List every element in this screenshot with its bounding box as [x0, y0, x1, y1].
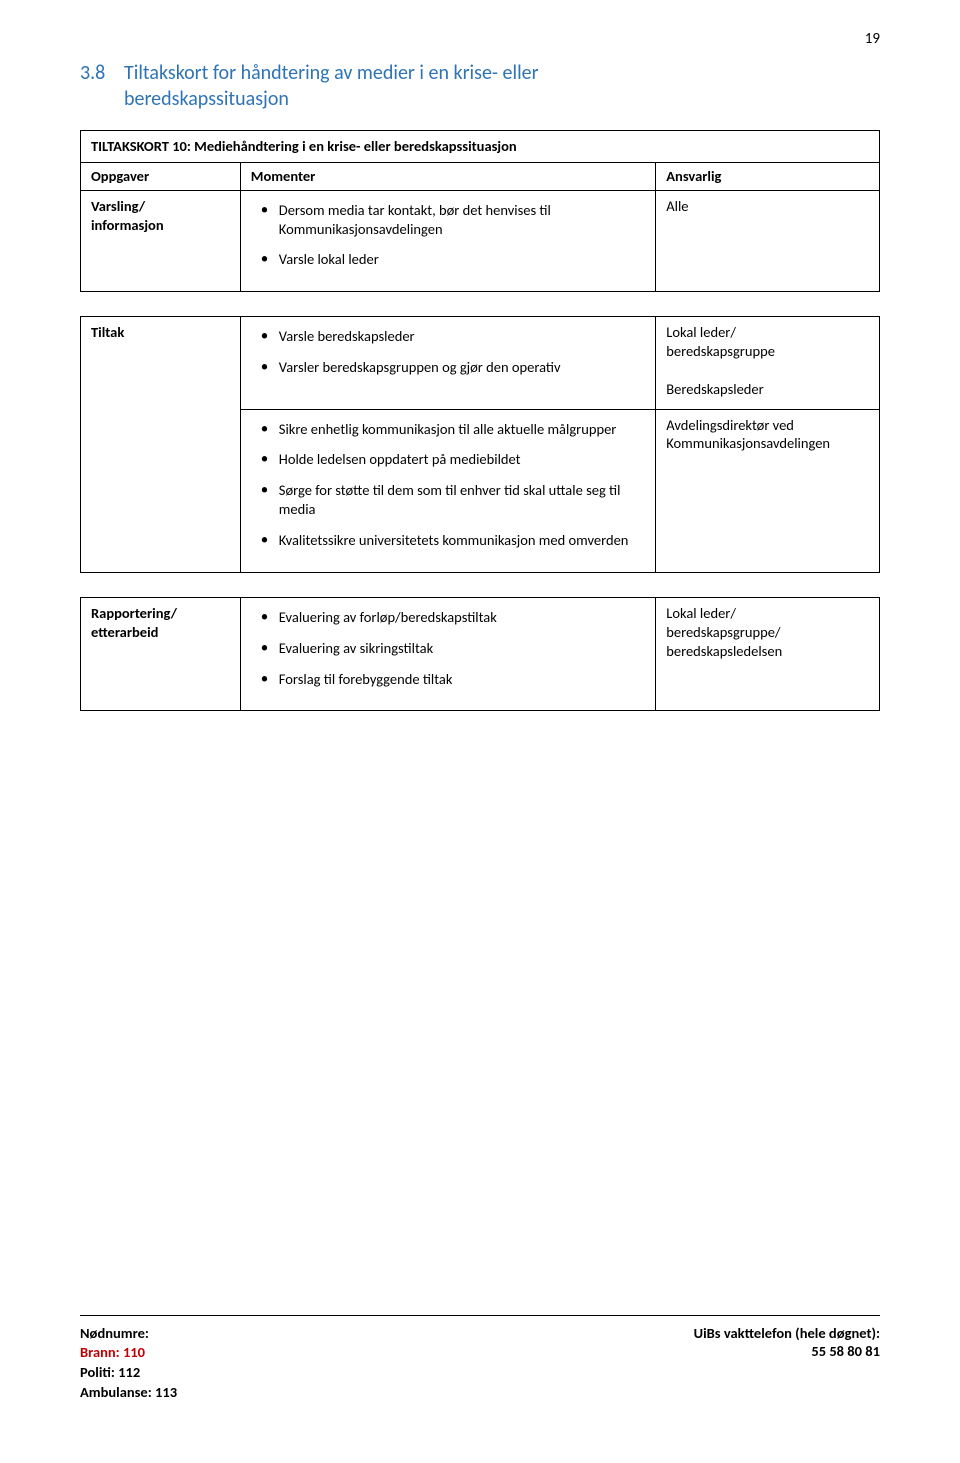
footer-left: Nødnumre: Brann: 110 Politi: 112 Ambulan…: [80, 1324, 177, 1403]
ansvarlig-text: Alle: [666, 197, 688, 215]
header-oppgaver: Oppgaver: [81, 162, 241, 190]
row-momenter-varsling: Dersom media tar kontakt, bør det henvis…: [240, 190, 655, 292]
footer: Nødnumre: Brann: 110 Politi: 112 Ambulan…: [80, 1315, 880, 1403]
ansvarlig-line: beredskapsgruppe/: [666, 623, 780, 641]
list-item: Varsle lokal leder: [251, 250, 645, 269]
footer-phone: 55 58 80 81: [694, 1342, 880, 1361]
footer-nodnumre-heading: Nødnumre:: [80, 1324, 177, 1343]
section-title-line1: Tiltakskort for håndtering av medier i e…: [124, 61, 539, 85]
list-item: Kvalitetssikre universitetets kommunikas…: [251, 531, 645, 550]
footer-ambulanse: Ambulanse: 113: [80, 1383, 177, 1402]
list-item: Dersom media tar kontakt, bør det henvis…: [251, 201, 645, 239]
list-item: Sikre enhetlig kommunikasjon til alle ak…: [251, 420, 645, 439]
list-item: Evaluering av forløp/beredskapstiltak: [251, 608, 645, 627]
oppgaver-line2: etterarbeid: [91, 623, 158, 641]
list-item: Sørge for støtte til dem som til enhver …: [251, 481, 645, 519]
row-momenter-tiltak-1: Varsle beredskapsleder Varsler beredskap…: [240, 317, 655, 409]
table-title: TILTAKSKORT 10: Mediehåndtering i en kri…: [81, 131, 880, 163]
table-rapportering: Rapportering/ etterarbeid Evaluering av …: [80, 597, 880, 712]
ansvarlig-line: Lokal leder/: [666, 604, 736, 622]
table-tiltak: Tiltak Varsle beredskapsleder Varsler be…: [80, 316, 880, 573]
oppgaver-line1: Varsling/: [91, 197, 145, 215]
section-title-line2: beredskapssituasjon: [80, 86, 880, 112]
row-ansvarlig-tiltak-2: Avdelingsdirektør ved Kommunikasjonsavde…: [656, 409, 880, 572]
list-item: Holde ledelsen oppdatert på mediebildet: [251, 450, 645, 469]
list-item: Varsle beredskapsleder: [251, 327, 645, 346]
ansvarlig-line: beredskapsledelsen: [666, 642, 782, 660]
ansvarlig-line: Beredskapsleder: [666, 380, 763, 398]
header-ansvarlig: Ansvarlig: [656, 162, 880, 190]
row-ansvarlig-tiltak-1: Lokal leder/ beredskapsgruppe Beredskaps…: [656, 317, 880, 409]
footer-right: UiBs vakttelefon (hele døgnet): 55 58 80…: [694, 1324, 880, 1403]
ansvarlig-line: beredskapsgruppe: [666, 342, 775, 360]
header-momenter: Momenter: [240, 162, 655, 190]
row-oppgaver-rapportering: Rapportering/ etterarbeid: [81, 597, 241, 711]
oppgaver-line1: Rapportering/: [91, 604, 177, 622]
oppgaver-line2: informasjon: [91, 216, 164, 234]
page-number: 19: [865, 30, 880, 50]
footer-vakttelefon-heading: UiBs vakttelefon (hele døgnet):: [694, 1324, 880, 1343]
list-item: Forslag til forebyggende tiltak: [251, 670, 645, 689]
footer-divider: [80, 1315, 880, 1316]
row-ansvarlig-varsling: Alle: [656, 190, 880, 292]
row-ansvarlig-rapportering: Lokal leder/ beredskapsgruppe/ beredskap…: [656, 597, 880, 711]
section-heading: 3.8Tiltakskort for håndtering av medier …: [80, 60, 880, 112]
ansvarlig-line: Lokal leder/: [666, 323, 736, 341]
footer-brann: Brann: 110: [80, 1343, 177, 1362]
list-item: Evaluering av sikringstiltak: [251, 639, 645, 658]
row-momenter-tiltak-2: Sikre enhetlig kommunikasjon til alle ak…: [240, 409, 655, 572]
table-varsling: TILTAKSKORT 10: Mediehåndtering i en kri…: [80, 130, 880, 292]
section-number: 3.8: [80, 60, 124, 86]
row-oppgaver-tiltak: Tiltak: [81, 317, 241, 573]
row-momenter-rapportering: Evaluering av forløp/beredskapstiltak Ev…: [240, 597, 655, 711]
ansvarlig-line: Kommunikasjonsavdelingen: [666, 434, 830, 452]
list-item: Varsler beredskapsgruppen og gjør den op…: [251, 358, 645, 377]
row-oppgaver-varsling: Varsling/ informasjon: [81, 190, 241, 292]
footer-politi: Politi: 112: [80, 1363, 177, 1382]
ansvarlig-line: Avdelingsdirektør ved: [666, 416, 794, 434]
